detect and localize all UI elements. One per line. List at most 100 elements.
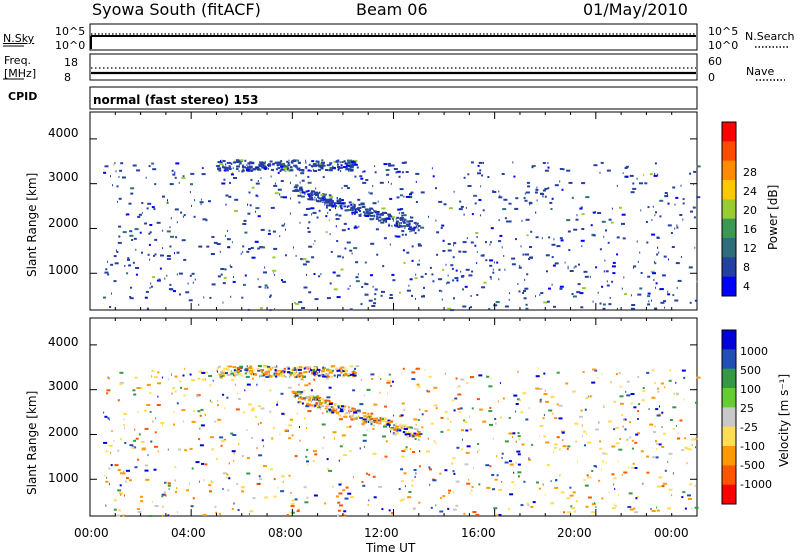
power-echo [148,243,151,246]
velocity-echo [284,413,286,416]
power-echo [522,292,525,294]
velocity-echo [356,411,361,414]
power-echo [456,279,459,282]
velocity-echo [383,423,386,426]
power-echo [280,196,284,199]
power-echo [489,259,494,262]
power-echo [378,216,382,219]
velocity-echo [308,368,312,371]
velocity-echo [556,371,560,374]
velocity-echo [376,419,381,422]
power-echo [351,162,355,165]
power-echo [408,222,411,225]
power-echo [442,268,445,271]
power-echo [313,242,315,245]
velocity-echo [637,375,640,378]
velocity-echo [211,448,215,451]
velocity-echo [384,405,388,408]
velocity-echo [631,447,634,450]
power-echo [696,217,698,220]
velocity-echo [435,442,437,445]
velocity-echo [689,483,693,486]
power-echo [438,289,441,292]
velocity-echo [520,504,524,507]
power-echo [289,212,291,215]
velocity-echo [234,375,236,378]
power-echo [324,201,325,204]
power-echo [376,215,379,218]
velocity-echo [496,455,498,458]
velocity-echo [233,460,235,462]
power-echo [354,211,358,214]
power-echo [211,236,215,238]
power-echo [180,211,183,214]
power-echo [166,255,171,257]
velocity-echo [324,367,326,370]
velocity-echo [222,488,224,490]
velocity-echo [119,484,122,487]
power-echo [117,241,122,244]
power-echo [692,183,694,186]
velocity-echo [566,497,571,500]
velocity-echo [210,481,214,484]
power-echo [654,262,657,265]
power-echo [235,159,239,162]
velocity-echo [119,383,123,386]
power-echo [318,162,323,165]
power-echo [653,174,658,177]
power-echo [659,215,662,218]
velocity-echo [226,476,230,479]
power-echo [421,295,425,298]
velocity-echo [249,365,253,368]
velocity-echo [601,460,604,463]
power-echo [347,205,350,208]
velocity-echo [108,418,110,421]
power-echo [547,166,550,169]
power-echo [113,163,115,166]
velocity-echo [282,368,284,370]
power-echo [658,251,660,254]
velocity-echo [124,442,127,444]
velocity-echo [351,371,354,373]
power-echo [415,180,417,183]
velocity-echo [151,375,153,378]
velocity-echo [615,426,620,429]
power-echo [523,297,527,300]
power-echo [415,273,417,276]
power-echo [194,278,196,281]
nsearch-label: N.Search [745,30,795,43]
velocity-echo [299,374,304,377]
velocity-echo [297,508,300,511]
power-echo [474,202,477,205]
power-echo [382,265,385,268]
velocity-echo [491,474,495,476]
velocity-echo [348,409,353,412]
power-echo [272,230,276,233]
velocity-echo [116,514,121,517]
velocity-echo [124,494,125,497]
power-echo [270,206,275,209]
velocity-echo [493,507,498,510]
velocity-echo [216,369,218,372]
power-echo [289,169,293,172]
velocity-echo [306,427,307,430]
velocity-echo [312,460,315,463]
power-echo [571,196,574,199]
power-echo [369,214,374,217]
velocity-echo [122,514,125,517]
velocity-echo [664,386,666,389]
power-echo [405,171,409,173]
power-echo [542,195,544,198]
velocity-echo [155,417,157,420]
power-echo [574,265,577,268]
velocity-echo [339,369,343,372]
velocity-colorbar [721,329,737,505]
power-echo [694,246,696,249]
power-echo [562,168,565,171]
velocity-echo [372,428,375,430]
velocity-echo [349,365,354,368]
power-echo [230,266,233,268]
power-echo [141,251,143,254]
power-echo [176,273,178,276]
power-echo [307,169,311,172]
